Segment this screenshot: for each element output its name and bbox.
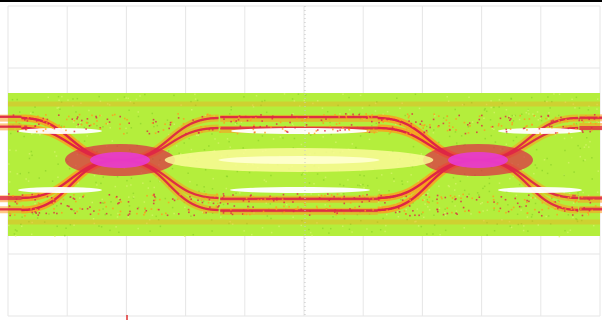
- trace-speckle: [8, 113, 600, 217]
- eye-clear-region: [498, 128, 582, 134]
- eye-clear-region: [230, 187, 370, 193]
- eye-crossing-peak: [448, 152, 508, 168]
- eye-diagram-trace: [0, 93, 602, 238]
- eye-crossing-peak: [90, 152, 150, 168]
- eye-clear-region: [18, 128, 102, 134]
- eye-clear-region: [18, 187, 102, 193]
- eye-clear-region: [498, 187, 582, 193]
